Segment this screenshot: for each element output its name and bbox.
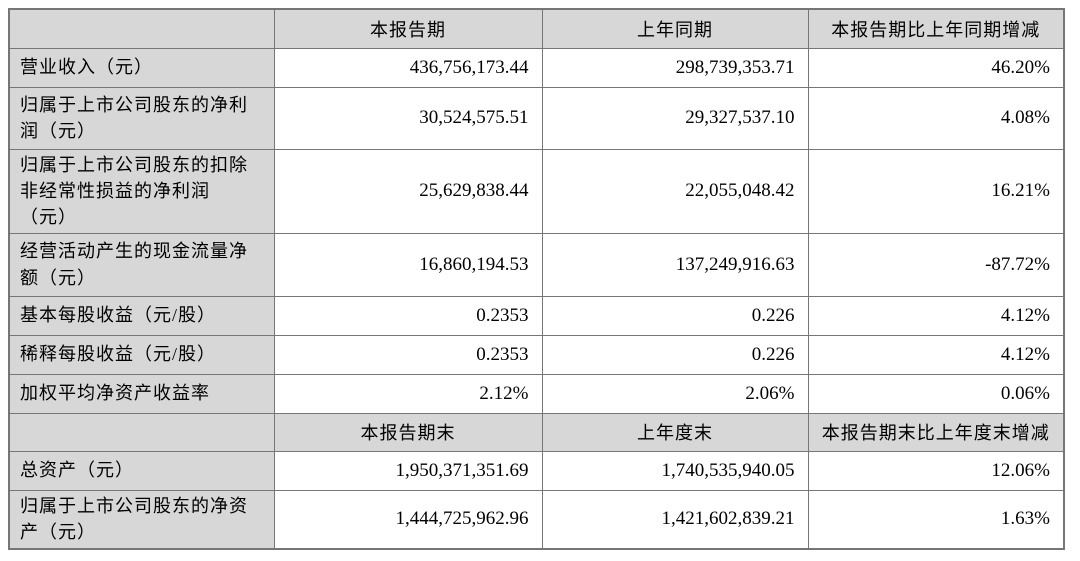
current-period-value: 16,860,194.53 [273,232,543,297]
current-period-value: 30,524,575.51 [273,86,543,150]
table-row: 归属于上市公司股东的扣除非经常性损益的净利润（元） 25,629,838.44 … [8,148,1065,234]
col-header-period-change: 本报告期比上年同期增减 [807,8,1065,49]
row-label: 稀释每股收益（元/股） [8,334,275,375]
row-label: 归属于上市公司股东的扣除非经常性损益的净利润（元） [8,148,275,234]
prior-period-value: 0.226 [541,295,809,336]
table-row: 总资产（元） 1,950,371,351.69 1,740,535,940.05… [8,450,1065,491]
change-value: 16.21% [807,148,1065,234]
table-row: 营业收入（元） 436,756,173.44 298,739,353.71 46… [8,47,1065,88]
table-row: 经营活动产生的现金流量净额（元） 16,860,194.53 137,249,9… [8,232,1065,297]
prior-period-value: 22,055,048.42 [541,148,809,234]
row-label: 经营活动产生的现金流量净额（元） [8,232,275,297]
col-header-current-period: 本报告期 [273,8,543,49]
table-row: 归属于上市公司股东的净利润（元） 30,524,575.51 29,327,53… [8,86,1065,150]
change-value: -87.72% [807,232,1065,297]
change-value: 4.08% [807,86,1065,150]
prior-period-value: 137,249,916.63 [541,232,809,297]
change-value: 0.06% [807,373,1065,414]
current-period-value: 1,950,371,351.69 [273,450,543,491]
col-header-period-end-change: 本报告期末比上年度末增减 [807,412,1065,452]
row-label: 归属于上市公司股东的净资产（元） [8,489,275,550]
row-label: 营业收入（元） [8,47,275,88]
change-value: 4.12% [807,295,1065,336]
table-row: 基本每股收益（元/股） 0.2353 0.226 4.12% [8,295,1065,336]
prior-period-value: 2.06% [541,373,809,414]
col-header-prior-period: 上年同期 [541,8,809,49]
current-period-value: 1,444,725,962.96 [273,489,543,550]
change-value: 46.20% [807,47,1065,88]
table-row: 加权平均净资产收益率 2.12% 2.06% 0.06% [8,373,1065,414]
corner-cell [8,412,275,452]
current-period-value: 2.12% [273,373,543,414]
table-header-row-period: 本报告期 上年同期 本报告期比上年同期增减 [8,8,1065,49]
table-row: 稀释每股收益（元/股） 0.2353 0.226 4.12% [8,334,1065,375]
row-label: 总资产（元） [8,450,275,491]
table-row: 归属于上市公司股东的净资产（元） 1,444,725,962.96 1,421,… [8,489,1065,550]
col-header-prior-year-end: 上年度末 [541,412,809,452]
prior-period-value: 29,327,537.10 [541,86,809,150]
current-period-value: 0.2353 [273,334,543,375]
row-label: 加权平均净资产收益率 [8,373,275,414]
current-period-value: 436,756,173.44 [273,47,543,88]
prior-period-value: 298,739,353.71 [541,47,809,88]
corner-cell [8,8,275,49]
col-header-current-period-end: 本报告期末 [273,412,543,452]
change-value: 12.06% [807,450,1065,491]
current-period-value: 0.2353 [273,295,543,336]
financial-summary-table: 本报告期 上年同期 本报告期比上年同期增减 营业收入（元） 436,756,17… [8,8,1065,550]
prior-period-value: 1,740,535,940.05 [541,450,809,491]
prior-period-value: 0.226 [541,334,809,375]
change-value: 1.63% [807,489,1065,550]
row-label: 归属于上市公司股东的净利润（元） [8,86,275,150]
row-label: 基本每股收益（元/股） [8,295,275,336]
prior-period-value: 1,421,602,839.21 [541,489,809,550]
table-header-row-period-end: 本报告期末 上年度末 本报告期末比上年度末增减 [8,412,1065,452]
change-value: 4.12% [807,334,1065,375]
current-period-value: 25,629,838.44 [273,148,543,234]
